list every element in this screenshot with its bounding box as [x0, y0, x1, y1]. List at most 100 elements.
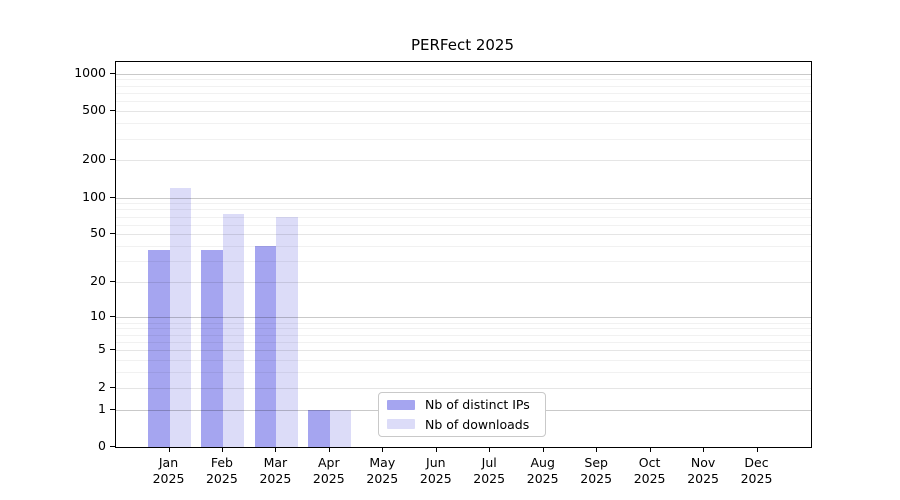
x-tick-month: Sep	[584, 455, 608, 470]
x-tick-year: 2025	[633, 471, 666, 486]
x-tick-mark-oct	[649, 447, 651, 452]
x-tick-mark-jan	[168, 447, 170, 452]
minor-gridline	[116, 216, 811, 218]
y-tick-label-20: 20	[90, 273, 106, 289]
minor-gridline	[116, 224, 811, 226]
y-tick-label-100: 100	[82, 188, 106, 204]
tick-gridline	[116, 350, 811, 352]
x-tick-mark-mar	[275, 447, 277, 452]
x-tick-month: Jan	[158, 455, 179, 470]
x-tick-month: Jun	[426, 455, 446, 470]
x-tick-month: Aug	[530, 455, 555, 470]
legend-label-distinct-ips: Nb of distinct IPs	[425, 397, 530, 413]
minor-gridline	[116, 85, 811, 87]
minor-gridline	[116, 79, 811, 81]
y-tick-label-0: 0	[98, 438, 106, 453]
tick-gridline	[116, 387, 811, 389]
y-tick-mark-100	[110, 196, 115, 198]
x-tick-label-jan: Jan 2025	[137, 455, 201, 487]
y-tick-label-5: 5	[98, 341, 106, 357]
y-tick-mark-0	[110, 446, 115, 447]
bar-downloads-mar	[276, 216, 298, 447]
x-tick-mark-apr	[328, 447, 330, 452]
y-tick-mark-10	[110, 316, 115, 318]
x-tick-label-aug: Aug 2025	[511, 455, 575, 487]
x-tick-year: 2025	[740, 471, 773, 486]
x-tick-year: 2025	[526, 471, 559, 486]
x-tick-year: 2025	[687, 471, 719, 486]
legend-swatch-distinct-ips	[387, 399, 415, 410]
y-tick-mark-20	[110, 281, 115, 283]
minor-gridline	[116, 261, 811, 263]
x-tick-label-mar: Mar 2025	[243, 455, 307, 487]
legend: Nb of distinct IPs Nb of downloads	[378, 392, 546, 437]
minor-gridline	[116, 246, 811, 248]
tick-gridline	[116, 160, 811, 162]
x-tick-mark-sep	[596, 447, 598, 452]
x-tick-year: 2025	[205, 471, 238, 486]
x-tick-mark-jun	[435, 447, 437, 452]
x-tick-year: 2025	[366, 471, 399, 486]
legend-row-distinct-ips: Nb of distinct IPs	[387, 395, 545, 415]
minor-gridline	[116, 360, 811, 361]
plot-area	[115, 61, 812, 448]
y-tick-label-50: 50	[90, 225, 106, 241]
y-tick-mark-50	[110, 233, 115, 235]
x-tick-month: Nov	[690, 455, 716, 470]
x-tick-label-dec: Dec 2025	[725, 455, 789, 487]
x-tick-year: 2025	[152, 471, 185, 486]
y-tick-mark-500	[110, 109, 115, 111]
x-tick-mark-dec	[756, 447, 758, 452]
major-gridline	[116, 73, 811, 75]
tick-gridline	[116, 234, 811, 236]
bar-distinct-ips-apr	[308, 409, 330, 447]
minor-gridline	[116, 334, 811, 336]
minor-gridline	[116, 203, 811, 205]
y-tick-mark-5	[110, 349, 115, 351]
bar-distinct-ips-jan	[148, 250, 170, 447]
tick-gridline	[116, 282, 811, 284]
y-tick-mark-1	[110, 408, 115, 410]
bar-distinct-ips-feb	[201, 250, 223, 447]
minor-gridline	[116, 322, 811, 324]
y-tick-label-1000: 1000	[74, 64, 106, 80]
x-tick-mark-may	[382, 447, 384, 452]
minor-gridline	[116, 328, 811, 330]
x-tick-label-feb: Feb 2025	[190, 455, 254, 487]
tick-gridline	[116, 110, 811, 112]
x-tick-label-sep: Sep 2025	[564, 455, 628, 487]
major-gridline	[116, 317, 811, 319]
chart-title: PERFect 2025	[410, 36, 515, 54]
x-tick-month: Jul	[481, 455, 497, 470]
bar-downloads-jan	[169, 187, 191, 447]
y-tick-label-500: 500	[82, 101, 106, 117]
y-tick-mark-200	[110, 159, 115, 161]
minor-gridline	[116, 372, 811, 374]
minor-gridline	[116, 101, 811, 103]
x-tick-month: Feb	[210, 455, 233, 470]
x-tick-month: Oct	[638, 455, 661, 470]
legend-row-downloads: Nb of downloads	[387, 415, 545, 435]
x-tick-month: Apr	[317, 455, 340, 470]
legend-swatch-downloads	[387, 419, 415, 430]
x-tick-label-jul: Jul 2025	[457, 455, 521, 487]
y-tick-label-1: 1	[98, 400, 106, 416]
x-tick-label-may: May 2025	[350, 455, 414, 487]
x-tick-mark-aug	[542, 447, 544, 452]
y-tick-label-10: 10	[90, 308, 106, 324]
x-tick-month: May	[369, 455, 396, 470]
bar-distinct-ips-mar	[254, 246, 277, 447]
x-tick-year: 2025	[473, 471, 506, 486]
x-tick-mark-feb	[221, 447, 223, 452]
legend-label-downloads: Nb of downloads	[425, 416, 530, 432]
x-tick-mark-nov	[703, 447, 705, 452]
y-tick-mark-1000	[110, 72, 115, 74]
x-tick-label-apr: Apr 2025	[297, 455, 361, 487]
x-tick-mark-jul	[489, 447, 491, 452]
minor-gridline	[116, 138, 811, 140]
x-tick-label-jun: Jun 2025	[404, 455, 468, 487]
x-tick-label-oct: Oct 2025	[618, 455, 682, 487]
x-tick-year: 2025	[419, 471, 452, 486]
x-tick-year: 2025	[259, 471, 292, 486]
